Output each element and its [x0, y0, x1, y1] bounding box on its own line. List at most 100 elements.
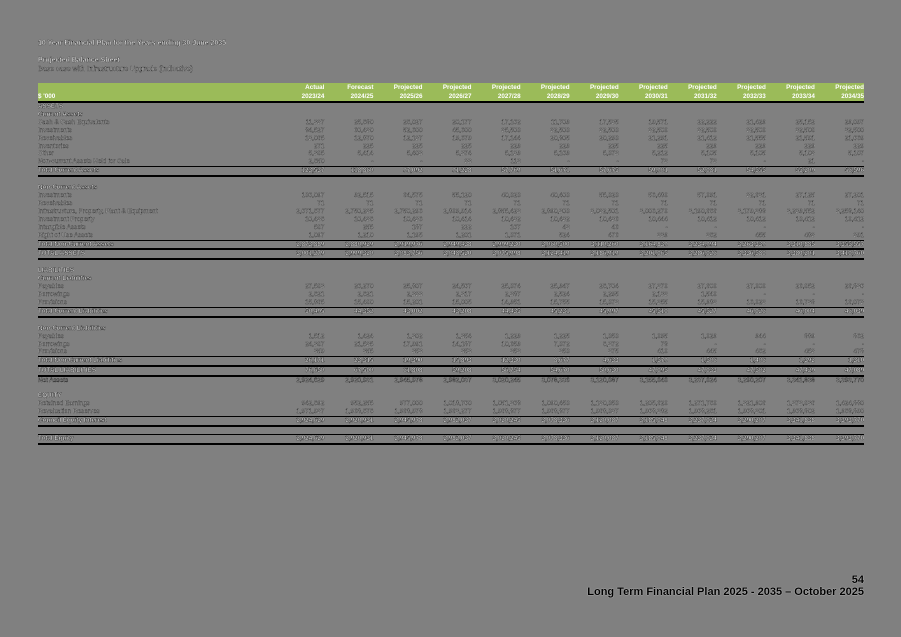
cell-value: 8,677 — [520, 356, 570, 368]
cell-value: - — [420, 158, 423, 166]
cell-value: 118,860 — [324, 166, 374, 178]
cell-value: 11,337 — [305, 118, 325, 126]
cell-value: 1,050 — [602, 332, 619, 340]
cell-value: 3,234,994 — [667, 239, 717, 251]
cell-value: 26,836 — [844, 283, 865, 291]
table-row: Receivables 13,065 12,870 12,137 19,679 17,14… — [38, 135, 864, 143]
cell-value: 225 — [461, 142, 472, 150]
cell-value: 462 — [755, 348, 766, 356]
cell-value: 22,222 — [697, 118, 717, 126]
cell-value: 10,436 — [354, 215, 374, 223]
cell-value: 20,177 — [452, 118, 472, 126]
cell-value: 3,237,024 — [667, 433, 717, 445]
cell-value: 50,495 — [275, 306, 325, 318]
cell-value: 355 — [362, 348, 374, 356]
row-label: Borrowings — [38, 291, 70, 299]
cell-value — [766, 111, 815, 119]
cell-value: 3,124,419 — [520, 249, 570, 261]
scenario-label: Base case with Infrastructure Upgrade (i… — [38, 66, 193, 73]
spacer-row — [38, 385, 864, 392]
cell-value: 27,125 — [795, 192, 815, 200]
cell-value: 71 — [709, 199, 717, 207]
cell-value: 1,354 — [455, 332, 472, 340]
cell-value — [275, 392, 324, 400]
cell-value: 3,380,201 — [765, 249, 815, 261]
cell-value: 3,336,580 — [716, 249, 766, 261]
table-row: EQUITY — [38, 392, 864, 400]
cell-value: 15,201 — [403, 298, 423, 306]
cell-value: 3,110,260 — [569, 239, 619, 251]
cell-value: 57,769 — [471, 166, 521, 178]
cell-value: 29,097 — [844, 118, 865, 126]
cell-value: 255 — [362, 223, 374, 231]
column-year: 2033/34 — [765, 92, 815, 103]
cell-value: 71 — [611, 199, 619, 207]
row-label: ASSETS — [38, 103, 64, 110]
cell-value: 3,078,336 — [520, 375, 570, 386]
cell-value: 229 — [706, 142, 717, 150]
cell-value — [324, 111, 373, 119]
cell-value: 2,920,931 — [324, 415, 374, 427]
cell-value: 91,228 — [422, 166, 472, 178]
cell-value: 3,286,026 — [667, 249, 717, 261]
cell-value: 2,317 — [455, 291, 472, 299]
footer-text: Long Term Financial Plan 2025 - 2035 – O… — [587, 586, 864, 598]
cell-value: 1,968,301 — [737, 407, 766, 415]
cell-value: 2,924,629 — [275, 375, 325, 386]
cell-value: 362 — [706, 231, 717, 239]
cell-value: 2,809,914 — [443, 207, 472, 215]
cell-value: 3,020,245 — [471, 433, 521, 445]
cell-value: 46,026 — [716, 306, 766, 318]
cell-value: 10,436 — [305, 215, 325, 223]
cell-value: 2,387 — [504, 291, 521, 299]
cell-value: 229 — [804, 142, 815, 150]
table-row: Borrowings 2,621 2,621 2,333 2,317 2,387 2,524… — [38, 291, 864, 299]
row-label: Provisions — [38, 348, 68, 356]
cell-value: 1,051,368 — [492, 400, 521, 407]
cell-value: 2,750,235 — [345, 207, 374, 215]
table-row: Provisions 359 355 353 353 353 350 375 410 445 462… — [38, 348, 864, 356]
column-type: Projected — [814, 83, 864, 92]
row-label: Infrastructure, Property, Plant & Equipm… — [38, 207, 158, 215]
table-row: Intangible Assets 507 255 187 222 167 43 46 - - - -… — [38, 224, 864, 232]
row-label: Total Current Assets — [38, 166, 276, 178]
cell-value: 942,692 — [301, 400, 325, 407]
cell-value: 20,290 — [599, 134, 619, 142]
cell-value: 2,999,320 — [324, 249, 374, 261]
table-row: Non-Current Assets — [38, 184, 864, 192]
table-row: Receivables 71 71 71 71 71 71 71 71 71 71 71 71 — [38, 200, 864, 208]
cell-value — [815, 111, 864, 119]
cell-value: 524 — [559, 231, 570, 239]
cell-value: 71 — [415, 199, 423, 207]
cell-value: 1,201 — [455, 231, 472, 239]
cell-value: - — [812, 340, 815, 348]
cell-value — [275, 267, 324, 275]
table-row: Current Liabilities — [38, 275, 864, 283]
cell-value: 45,997 — [569, 306, 619, 318]
row-label: Non-Current Liabilities — [38, 324, 106, 332]
table-row: Retained Earnings 942,692 952,255 977,000 1,… — [38, 400, 864, 408]
cell-value: 2,945,978 — [373, 375, 423, 386]
cell-value: 15,400 — [354, 298, 374, 306]
cell-value: 16,023 — [746, 298, 766, 306]
page-number: 54 — [851, 574, 864, 586]
cell-value — [521, 275, 570, 283]
row-label: TOTAL LIABILITIES — [38, 366, 276, 378]
cell-value: 3,190,666 — [688, 207, 717, 215]
cell-value: 46 — [611, 223, 619, 231]
cell-value: 55,209 — [765, 166, 815, 178]
cell-value: 3,341,838 — [765, 433, 815, 445]
cell-value: 59,901 — [618, 166, 668, 178]
column-type: Projected — [520, 83, 570, 92]
cell-value: 3,179,388 — [737, 207, 766, 215]
cell-value: 2,982,037 — [422, 415, 472, 427]
cell-value: 71 — [660, 199, 668, 207]
cell-value — [373, 275, 422, 283]
row-label: Other — [38, 150, 54, 158]
cell-value: 3,001,279 — [275, 249, 325, 261]
table-row: Council Equity Interest 2,924,629 2,920,93… — [38, 415, 864, 427]
cell-value — [422, 275, 471, 283]
cell-value — [766, 184, 815, 192]
row-label: Retained Earnings — [38, 400, 90, 407]
cell-value: 977,000 — [399, 400, 423, 407]
